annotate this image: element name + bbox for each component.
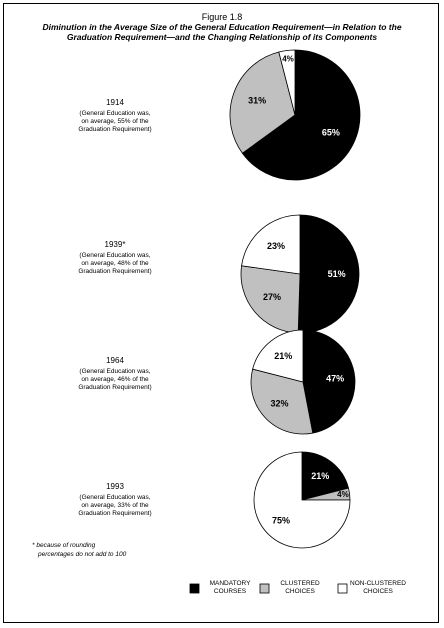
pie-slice — [302, 329, 356, 434]
pie-slice — [241, 49, 361, 181]
value-label: 32% — [270, 398, 288, 408]
note-line: on average, 33% of the — [81, 502, 149, 509]
pie-slice — [278, 49, 296, 116]
year-label: 1914 — [106, 98, 124, 107]
year-label: 1993 — [106, 482, 124, 491]
note-line: on average, 55% of the — [81, 118, 149, 125]
legend-swatch — [259, 583, 270, 594]
value-label: 31% — [248, 96, 266, 106]
value-label: 65% — [322, 128, 340, 138]
note-line: Graduation Requirement) — [78, 384, 152, 391]
value-label: 4% — [282, 55, 294, 64]
value-label: 21% — [311, 471, 329, 481]
value-label: 47% — [326, 373, 344, 383]
footnote: * because of rounding percentages do not… — [32, 541, 152, 559]
note-line: on average, 48% of the — [81, 260, 149, 267]
note-line: Graduation Requirement) — [78, 126, 152, 133]
pie-slice — [301, 451, 349, 501]
value-label: 75% — [272, 515, 290, 525]
pie-slice — [297, 214, 360, 334]
figure-title: Figure 1.8 — [201, 12, 243, 22]
subtitle: Diminution in the Average Size of the Ge… — [42, 22, 402, 42]
note-line: Graduation Requirement) — [78, 268, 152, 275]
value-label: 4% — [337, 490, 349, 499]
note-line: (General Education was, — [79, 494, 151, 501]
footnote-line: * because of rounding — [32, 542, 96, 549]
pie-slice — [253, 451, 351, 549]
year-label: 1964 — [106, 356, 124, 365]
footnote-line: percentages do not add to 100 — [38, 551, 127, 558]
note-line: (General Education was, — [79, 110, 151, 117]
value-label: 21% — [274, 351, 292, 361]
legend-swatch — [337, 583, 348, 594]
note-line: Graduation Requirement) — [78, 510, 152, 517]
pie-slice — [229, 51, 296, 154]
note-line: (General Education was, — [79, 252, 151, 259]
value-label: 51% — [328, 269, 346, 279]
legend-label: MANDATORY COURSES — [209, 580, 251, 595]
year-label: 1939* — [104, 240, 126, 249]
frame — [3, 3, 439, 623]
legend-swatch — [189, 583, 200, 594]
note-line: (General Education was, — [79, 368, 151, 375]
pie-slice — [252, 329, 304, 383]
pie-slice — [241, 214, 301, 275]
legend-label: NON-CLUSTERED CHOICES — [350, 580, 406, 595]
legend-label: CLUSTERED CHOICES — [280, 580, 320, 595]
note-line: on average, 46% of the — [81, 376, 149, 383]
value-label: 27% — [263, 292, 281, 302]
value-label: 23% — [267, 241, 285, 251]
pie-slice — [250, 368, 314, 435]
